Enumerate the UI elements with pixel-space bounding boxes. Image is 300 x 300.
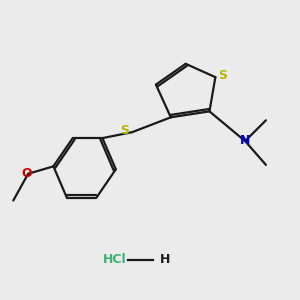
Text: S: S	[120, 124, 129, 137]
Text: O: O	[21, 167, 32, 180]
Text: S: S	[218, 69, 227, 82]
Text: HCl: HCl	[103, 254, 126, 266]
Text: H: H	[160, 254, 170, 266]
Text: N: N	[240, 134, 250, 147]
